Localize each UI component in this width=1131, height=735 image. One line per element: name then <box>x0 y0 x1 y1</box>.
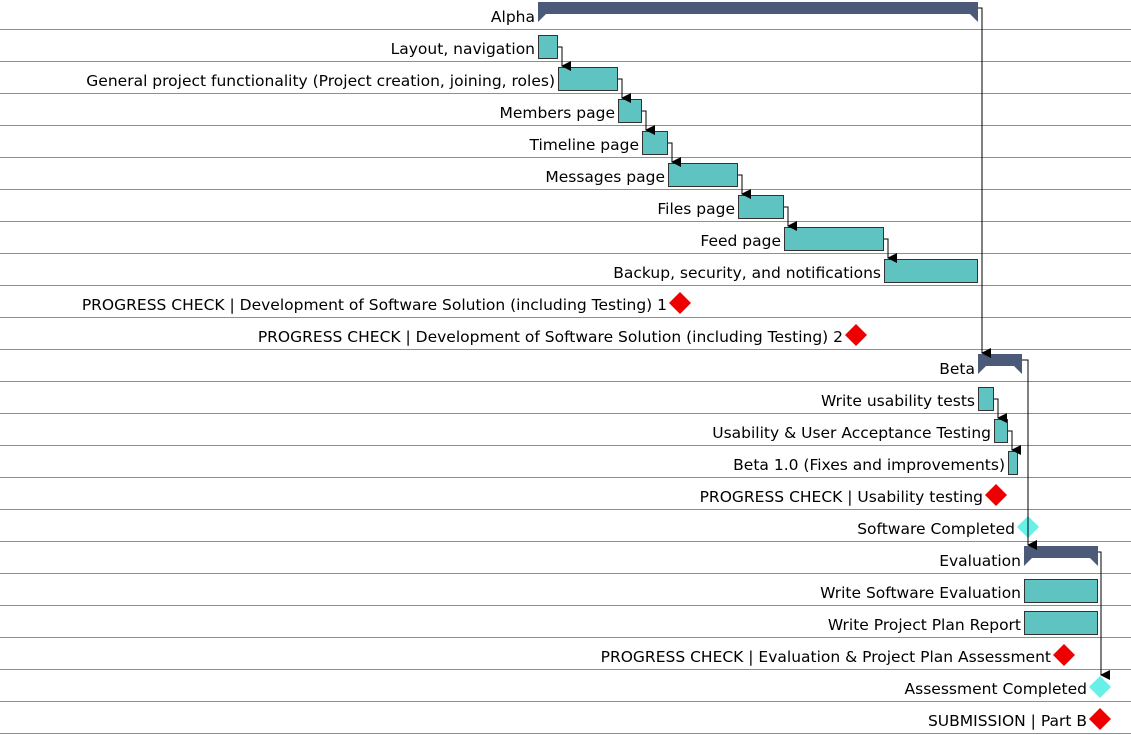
task-label: PROGRESS CHECK | Development of Software… <box>82 296 667 314</box>
dependency-arrow <box>784 206 797 231</box>
task-bar <box>618 99 642 123</box>
progress-milestone <box>669 292 691 314</box>
dependency-arrow <box>738 174 751 199</box>
task-bar <box>978 387 994 411</box>
task-label: Layout, navigation <box>391 40 535 58</box>
dependency-arrow <box>558 46 571 71</box>
task-label: Beta 1.0 (Fixes and improvements) <box>733 456 1005 474</box>
dependency-arrow <box>668 142 681 167</box>
dependency-arrows <box>558 7 1110 680</box>
dependency-arrow <box>978 7 991 358</box>
task-label: Software Completed <box>857 520 1015 538</box>
task-label: Feed page <box>700 232 781 250</box>
dependency-arrow <box>994 398 1007 423</box>
dependency-arrow <box>1022 359 1037 550</box>
task-label: SUBMISSION | Part B <box>928 712 1087 730</box>
task-label: PROGRESS CHECK | Evaluation & Project Pl… <box>601 648 1051 666</box>
dependency-arrow <box>884 238 897 263</box>
task-label: Members page <box>500 104 615 122</box>
progress-milestone <box>1089 708 1111 730</box>
task-label: Write Software Evaluation <box>820 584 1021 602</box>
bars <box>538 2 1111 730</box>
progress-milestone <box>1053 644 1075 666</box>
dependency-arrow <box>1008 430 1021 455</box>
summary-bar <box>978 354 1022 374</box>
progress-milestone <box>845 324 867 346</box>
completion-milestone <box>1089 676 1111 698</box>
task-bar <box>668 163 738 187</box>
progress-milestone <box>985 484 1007 506</box>
task-label: Files page <box>657 200 735 218</box>
task-bar <box>884 259 978 283</box>
task-label: Backup, security, and notifications <box>613 264 881 282</box>
summary-bar <box>1024 546 1098 566</box>
dependency-arrow <box>1098 551 1110 680</box>
task-label: PROGRESS CHECK | Development of Software… <box>258 328 843 346</box>
task-label: Timeline page <box>528 136 639 154</box>
summary-bar <box>538 2 978 22</box>
task-label: Evaluation <box>939 552 1021 570</box>
task-label: Write usability tests <box>821 392 975 410</box>
task-label: Write Project Plan Report <box>828 616 1021 634</box>
task-labels: Alpha Layout, navigation General project f… <box>82 8 1087 730</box>
task-bar <box>558 67 618 91</box>
row-lines <box>0 29 1131 734</box>
task-bar <box>784 227 884 251</box>
task-bar <box>738 195 784 219</box>
task-bar <box>538 35 558 59</box>
dependency-arrow <box>618 78 631 103</box>
task-bar <box>1008 451 1018 475</box>
task-bar <box>1024 579 1098 603</box>
task-bar <box>994 419 1008 443</box>
task-bar <box>1024 611 1098 635</box>
dependency-arrow <box>642 110 655 135</box>
task-bar <box>642 131 668 155</box>
task-label: PROGRESS CHECK | Usability testing <box>700 488 983 506</box>
task-label: Assessment Completed <box>905 680 1087 698</box>
task-label: General project functionality (Project c… <box>86 72 555 90</box>
task-label: Usability & User Acceptance Testing <box>712 424 991 442</box>
task-label: Beta <box>939 360 975 378</box>
task-label: Alpha <box>491 8 535 26</box>
task-label: Messages page <box>545 168 665 186</box>
